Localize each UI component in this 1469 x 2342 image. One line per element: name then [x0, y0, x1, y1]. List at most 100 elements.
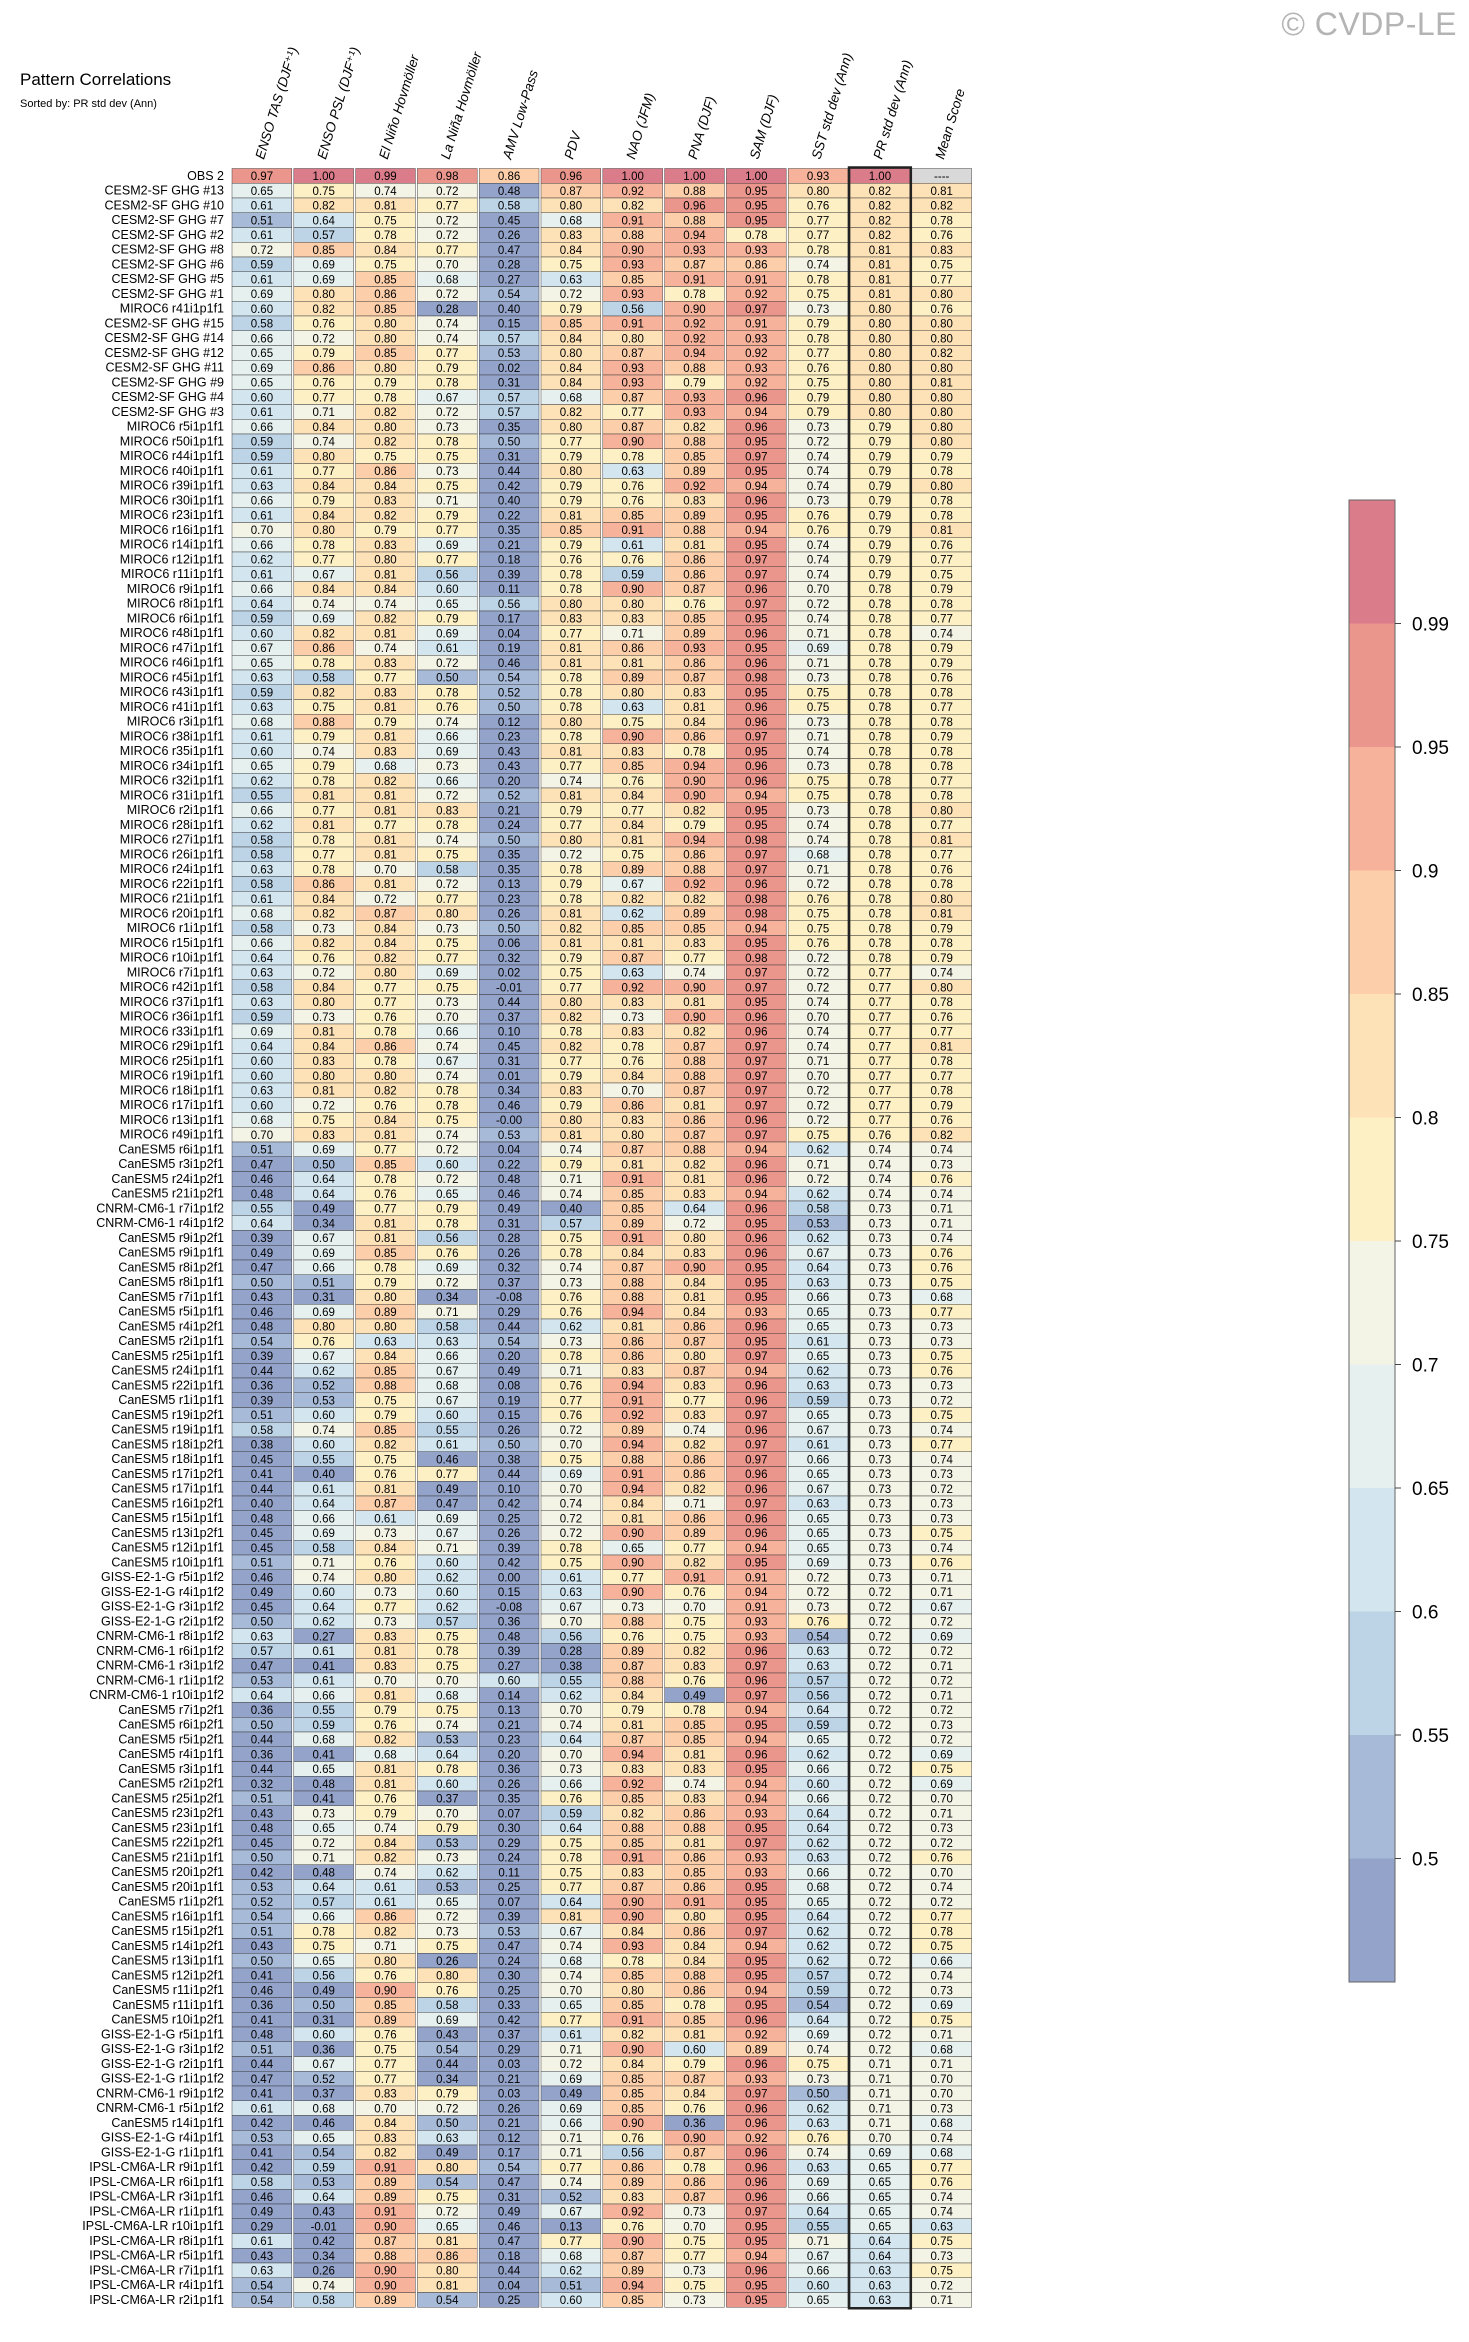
row-label: CESM2-SF GHG #7 [111, 213, 224, 227]
cell-value: 0.69 [436, 2015, 458, 2027]
cell-value: 0.04 [498, 628, 521, 640]
cell-value: 0.82 [622, 894, 644, 906]
cell-value: 0.35 [498, 1794, 520, 1806]
cell-value: 0.40 [313, 1469, 335, 1481]
cell-value: 0.65 [436, 2221, 458, 2233]
cell-value: 0.78 [931, 1086, 953, 1098]
cell-value: 0.97 [745, 1661, 767, 1673]
column-header: PR std dev (Ann) [870, 58, 914, 161]
cell-value: 0.50 [498, 702, 520, 714]
cell-value: 0.64 [807, 1912, 830, 1924]
cell-value: 0.74 [313, 599, 336, 611]
cell-value: 0.72 [931, 1395, 953, 1407]
cell-value: 0.90 [374, 2266, 396, 2278]
cell-value: 0.28 [498, 260, 520, 272]
cell-value: 0.83 [374, 2133, 396, 2145]
cell-value: 0.63 [622, 702, 644, 714]
cell-value: 0.85 [560, 525, 582, 537]
cell-value: 0.68 [560, 215, 582, 227]
cell-value: 0.88 [622, 1292, 644, 1304]
cell-value: 0.81 [560, 510, 582, 522]
cell-value: 0.77 [436, 894, 458, 906]
cell-value: 0.73 [622, 1012, 644, 1024]
cell-value: 0.65 [807, 2295, 829, 2307]
cell-value: 0.53 [436, 1838, 458, 1850]
cell-value: 0.78 [869, 761, 891, 773]
cell-value: 0.26 [498, 1425, 520, 1437]
row-label: CanESM5 r5i1p1f1 [118, 1305, 224, 1319]
cell-value: 0.71 [931, 1587, 953, 1599]
row-label: MIROC6 r45i1p1f1 [120, 670, 224, 684]
cell-value: 0.85 [313, 245, 335, 257]
cell-value: 0.53 [436, 1882, 458, 1894]
cell-value: 0.76 [374, 1012, 396, 1024]
cell-value: 0.86 [745, 260, 767, 272]
cell-value: 0.78 [931, 879, 953, 891]
cell-value: 0.75 [807, 2059, 829, 2071]
cell-value: 0.79 [807, 407, 829, 419]
cell-value: 0.76 [931, 1558, 953, 1570]
cell-value: 0.74 [807, 614, 830, 626]
cell-value: 0.91 [622, 1395, 644, 1407]
cell-value: 0.54 [313, 2148, 336, 2160]
cell-value: 0.72 [436, 230, 458, 242]
cell-value: 0.82 [313, 201, 335, 213]
cell-value: 0.85 [622, 2074, 644, 2086]
cell-value: 0.61 [374, 1897, 396, 1909]
cell-value: 0.62 [807, 1233, 829, 1245]
cell-value: 0.23 [498, 1735, 520, 1747]
cell-value: 0.85 [683, 923, 705, 935]
cell-value: 0.29 [251, 2221, 273, 2233]
cell-value: 0.95 [745, 2221, 767, 2233]
cell-value: 0.66 [251, 540, 273, 552]
cell-value: 0.10 [498, 1027, 520, 1039]
cell-value: 0.74 [869, 1174, 892, 1186]
cell-value: 0.69 [931, 1631, 953, 1643]
cell-value: 0.65 [869, 2207, 891, 2219]
cell-value: 0.45 [498, 215, 520, 227]
cell-value: 0.80 [560, 348, 582, 360]
cell-value: 0.74 [807, 481, 830, 493]
cell-value: 0.96 [745, 1159, 767, 1171]
cell-value: 0.61 [807, 1336, 829, 1348]
cell-value: 0.96 [745, 1012, 767, 1024]
cell-value: 0.84 [622, 791, 645, 803]
cell-value: 0.95 [745, 938, 767, 950]
cell-value: 0.93 [745, 1853, 767, 1865]
cell-value: 0.53 [498, 1926, 520, 1938]
cell-value: 0.82 [313, 304, 335, 316]
cell-value: 0.60 [560, 2295, 582, 2307]
cell-value: 0.87 [622, 1735, 644, 1747]
cell-value: 0.76 [931, 1853, 953, 1865]
cell-value: 0.73 [869, 1263, 891, 1275]
cell-value: 0.27 [498, 1661, 520, 1673]
cell-value: 0.39 [251, 1351, 273, 1363]
cell-value: 0.64 [869, 2251, 892, 2263]
cell-value: 0.95 [745, 746, 767, 758]
cell-value: 0.75 [807, 776, 829, 788]
cell-value: 0.77 [436, 555, 458, 567]
cell-value: 0.94 [622, 1484, 645, 1496]
row-label: MIROC6 r7i1p1f1 [127, 965, 224, 979]
cell-value: 0.72 [807, 1086, 829, 1098]
cell-value: 0.75 [560, 968, 582, 980]
cell-value: 0.88 [313, 717, 335, 729]
row-label: CanESM5 r18i1p2f1 [111, 1437, 224, 1451]
cell-value: 0.74 [436, 1071, 459, 1083]
row-label: CanESM5 r22i1p1f1 [111, 1378, 224, 1392]
cell-value: 0.74 [560, 1720, 583, 1732]
cell-value: 0.75 [683, 1631, 705, 1643]
cell-value: 0.74 [807, 820, 830, 832]
cell-value: 0.55 [313, 1705, 335, 1717]
cell-value: 0.77 [622, 805, 644, 817]
cell-value: 0.64 [869, 2236, 892, 2248]
cell-value: 0.58 [251, 319, 273, 331]
cell-value: 0.86 [683, 658, 705, 670]
cell-value: 0.81 [931, 186, 953, 198]
cell-value: 0.44 [251, 2059, 274, 2071]
cell-value: 0.86 [683, 1115, 705, 1127]
cell-value: 0.87 [374, 2236, 396, 2248]
cell-value: 0.95 [745, 2236, 767, 2248]
cell-value: 0.73 [869, 1204, 891, 1216]
cell-value: 0.81 [622, 658, 644, 670]
